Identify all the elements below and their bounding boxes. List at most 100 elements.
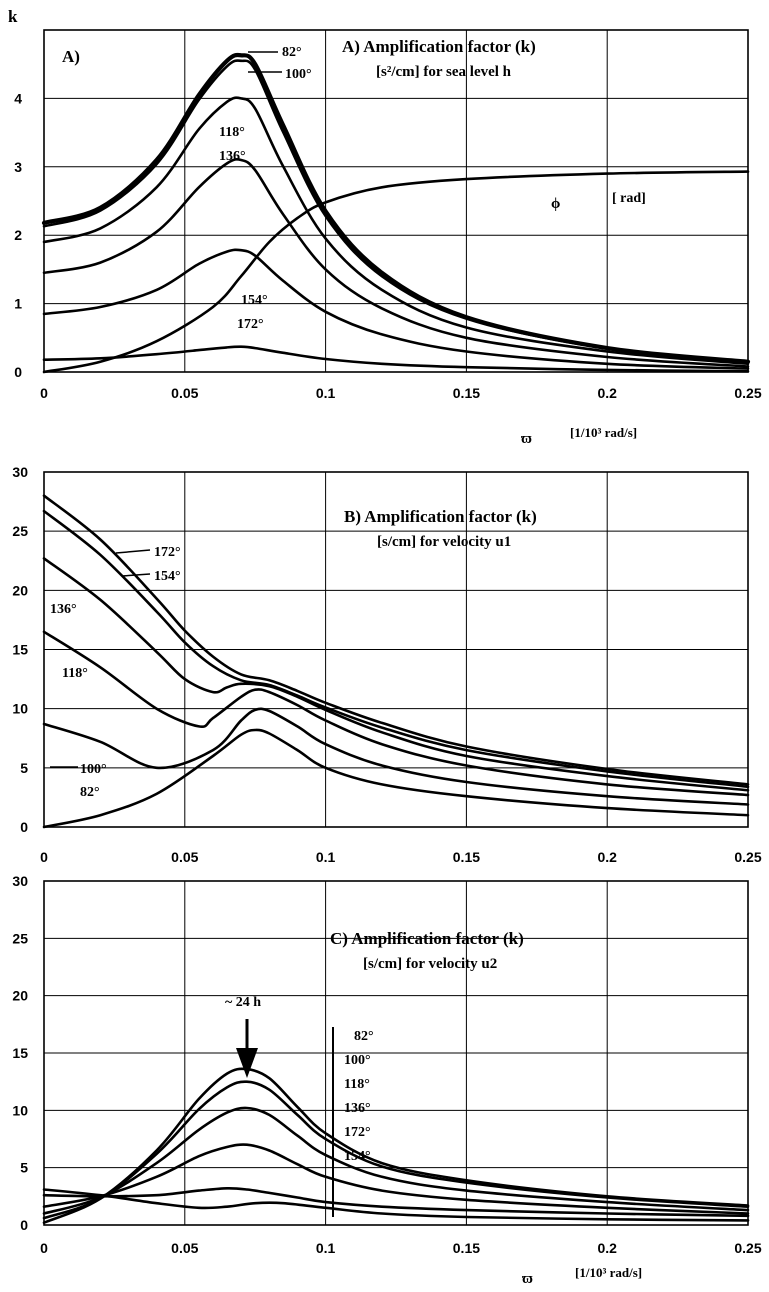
y-tick-label: 3 — [14, 159, 22, 175]
series-line-panel-b-5 — [42, 494, 750, 786]
series-line-panel-b-4 — [42, 509, 750, 789]
x-tick-label: 0.25 — [734, 385, 761, 401]
panel-b-frame — [43, 471, 749, 828]
panel-a-ticks: 0 1 2 3 4 0 0.05 0.1 0.15 0.2 0.25 — [14, 90, 762, 401]
panel-b-label-136: 136° — [50, 602, 77, 617]
panel-a-phi-unit: [ rad] — [612, 191, 646, 206]
y-tick-label: 5 — [20, 1160, 28, 1176]
panel-c-arrow-head — [236, 1048, 258, 1078]
panel-a: 0 1 2 3 4 0 0.05 0.1 0.15 0.2 0.25 k A) A) Amplifi… — [8, 7, 762, 447]
panel-b-label-82: 82° — [80, 785, 100, 800]
panel-c: 0 5 10 15 20 25 30 0 0.05 0.1 0.15 0.2 0.25 C) Ampli… — [12, 873, 761, 1287]
series-line-panel-a-1 — [42, 59, 750, 364]
panel-a-label-82: 82° — [282, 45, 302, 60]
series-line-panel-c-4 — [42, 1186, 750, 1218]
series-line-panel-a-4 — [42, 248, 750, 370]
y-tick-label: 20 — [12, 582, 28, 598]
panel-c-xlabel-unit: [1/10³ rad/s] — [575, 1265, 642, 1280]
y-tick-label: 0 — [20, 1217, 28, 1233]
x-tick-label: 0.1 — [316, 385, 336, 401]
y-tick-label: 0 — [20, 819, 28, 835]
panel-a-xlabel-symbol: ϖ — [521, 431, 532, 447]
y-tick-label: 20 — [12, 988, 28, 1004]
panel-c-label-100: 100° — [344, 1053, 371, 1068]
y-tick-label: 25 — [12, 523, 28, 539]
y-tick-label: 10 — [12, 1102, 28, 1118]
panel-c-label-118: 118° — [344, 1077, 370, 1092]
panel-b-subtitle: [s/cm] for velocity u1 — [377, 534, 511, 550]
panel-b-leader-172 — [115, 549, 151, 554]
x-tick-label: 0.2 — [597, 385, 617, 401]
series-line-panel-a-3 — [42, 158, 750, 368]
y-tick-label: 5 — [20, 760, 28, 776]
x-tick-label: 0.25 — [734, 1240, 761, 1256]
x-tick-label: 0.15 — [453, 849, 480, 865]
x-tick-label: 0.05 — [171, 849, 198, 865]
panel-a-label-154: 154° — [241, 293, 268, 308]
series-line-panel-b-2 — [42, 630, 750, 797]
panel-b: 0 5 10 15 20 25 30 0 0.05 0.1 0.15 0.2 0.25 B) Ampli… — [12, 464, 761, 865]
series-line-panel-a-5 — [42, 345, 750, 373]
series-line-panel-b-3 — [42, 557, 750, 792]
series-line-panel-b-1 — [42, 707, 750, 806]
y-tick-label: 1 — [14, 296, 22, 312]
x-tick-label: 0.05 — [171, 1240, 198, 1256]
panel-c-curves — [42, 1067, 750, 1224]
series-line-panel-c-2 — [42, 1106, 750, 1215]
x-tick-label: 0.25 — [734, 849, 761, 865]
panel-b-title: B) Amplification factor (k) — [344, 507, 537, 526]
y-tick-label: 15 — [12, 642, 28, 658]
y-tick-label: 10 — [12, 701, 28, 717]
x-tick-label: 0.15 — [453, 1240, 480, 1256]
series-line-panel-b-0 — [42, 728, 750, 829]
panel-a-curves — [41, 52, 751, 374]
panel-a-xlabel-unit: [1/10³ rad/s] — [570, 425, 637, 440]
y-tick-label: 25 — [12, 930, 28, 946]
x-tick-label: 0.1 — [316, 849, 336, 865]
panel-c-arrow — [236, 1019, 258, 1078]
panel-c-label-172: 172° — [344, 1125, 371, 1140]
panel-b-label-100: 100° — [80, 762, 107, 777]
panel-b-label-154: 154° — [154, 569, 181, 584]
panel-b-leader-154 — [121, 573, 151, 577]
panel-c-annotation-24h: ~ 24 h — [225, 995, 261, 1010]
panel-c-label-82: 82° — [354, 1029, 374, 1044]
panel-a-frame — [43, 29, 749, 373]
y-tick-label: 2 — [14, 227, 22, 243]
series-line-panel-a-2 — [42, 96, 750, 366]
panel-a-corner-label: A) — [62, 47, 80, 66]
panel-b-ticks: 0 5 10 15 20 25 30 0 0.05 0.1 0.15 0.2 0.25 — [12, 464, 761, 865]
panel-a-subtitle: [s²/cm] for sea level h — [376, 64, 512, 80]
panel-c-label-136: 136° — [344, 1101, 371, 1116]
panel-a-title: A) Amplification factor (k) — [342, 37, 536, 56]
panel-c-ticks: 0 5 10 15 20 25 30 0 0.05 0.1 0.15 0.2 0.25 — [12, 873, 761, 1256]
y-tick-label: 15 — [12, 1045, 28, 1061]
series-line-panel-a-6 — [42, 170, 750, 374]
y-tick-label: 0 — [14, 364, 22, 380]
x-tick-label: 0.2 — [597, 1240, 617, 1256]
series-line-panel-c-1 — [42, 1080, 750, 1220]
panel-a-grid — [44, 30, 748, 372]
panel-a-label-136: 136° — [219, 149, 246, 164]
panel-c-title: C) Amplification factor (k) — [330, 929, 524, 948]
y-tick-label: 30 — [12, 873, 28, 889]
x-tick-label: 0 — [40, 385, 48, 401]
y-tick-label: 30 — [12, 464, 28, 480]
panel-c-frame — [43, 880, 749, 1226]
x-tick-label: 0.05 — [171, 385, 198, 401]
series-line-panel-c-5 — [42, 1188, 750, 1222]
panel-a-ylabel: k — [8, 7, 18, 26]
panel-b-label-118: 118° — [62, 666, 88, 681]
panel-b-label-172: 172° — [154, 545, 181, 560]
x-tick-label: 0 — [40, 1240, 48, 1256]
panel-a-label-172: 172° — [237, 317, 264, 332]
panel-a-phi-symbol: ϕ — [551, 196, 560, 212]
series-line-panel-c-0 — [42, 1067, 750, 1224]
panel-b-curves — [42, 494, 750, 829]
x-tick-label: 0.1 — [316, 1240, 336, 1256]
x-tick-label: 0.2 — [597, 849, 617, 865]
panel-a-label-118: 118° — [219, 125, 245, 140]
x-tick-label: 0.15 — [453, 385, 480, 401]
series-line-panel-c-3 — [42, 1143, 750, 1215]
